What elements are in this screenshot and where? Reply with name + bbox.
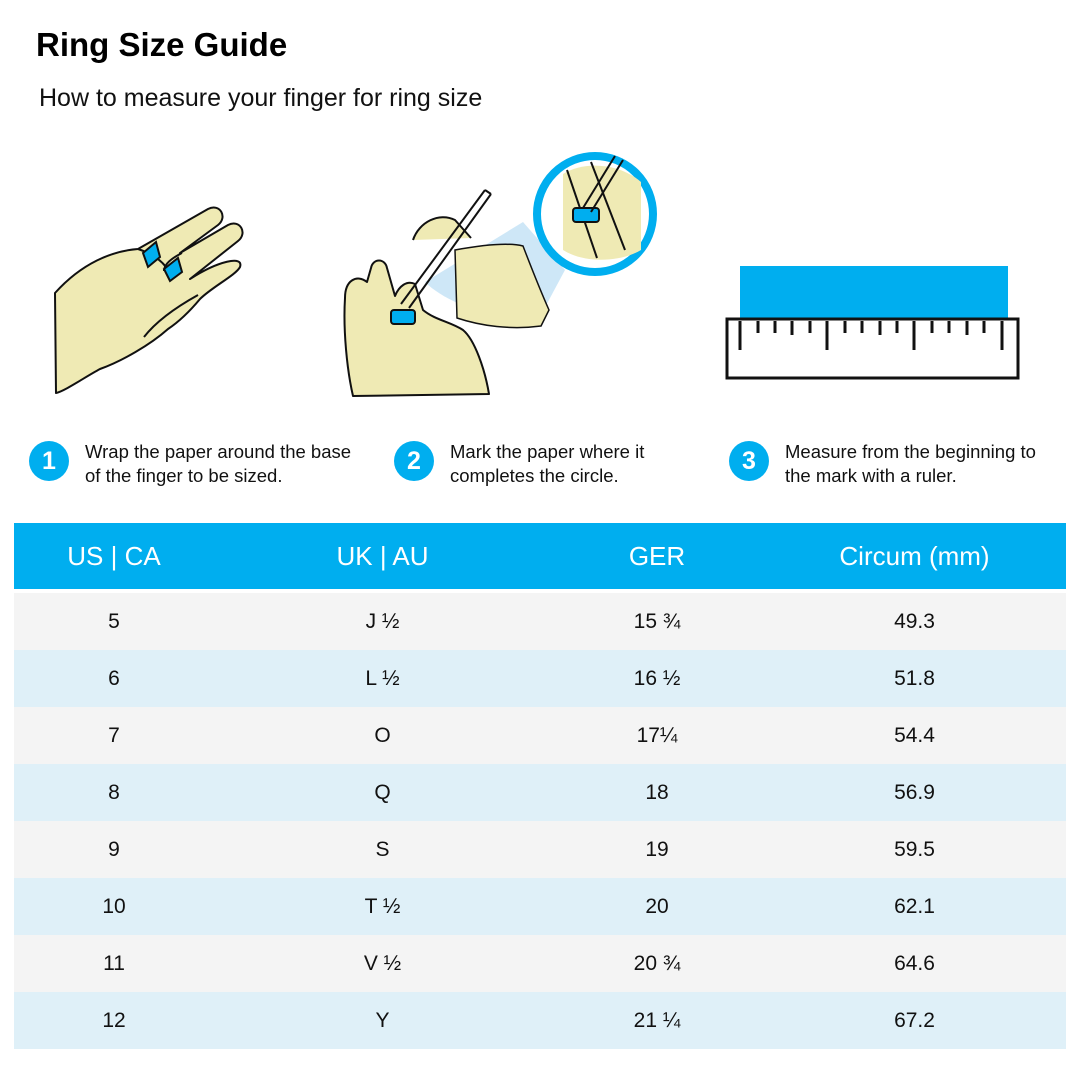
column-header-circumference: Circum (mm) [763, 523, 1066, 591]
ring-size-table: US | CA UK | AU GER Circum (mm) 5 J ½ 15… [14, 523, 1066, 1049]
hand-wrapped-paper-icon [54, 206, 244, 394]
cell-uk-au: V ½ [214, 935, 551, 992]
table-row: 8 Q 18 56.9 [14, 764, 1066, 821]
ruler-icon [725, 266, 1020, 380]
cell-us-ca: 12 [14, 992, 214, 1049]
cell-circumference: 59.5 [763, 821, 1066, 878]
cell-uk-au: L ½ [214, 650, 551, 707]
cell-us-ca: 7 [14, 707, 214, 764]
cell-ger: 20 [551, 878, 763, 935]
cell-circumference: 49.3 [763, 589, 1066, 650]
cell-circumference: 64.6 [763, 935, 1066, 992]
cell-us-ca: 5 [14, 589, 214, 650]
cell-us-ca: 6 [14, 650, 214, 707]
cell-circumference: 54.4 [763, 707, 1066, 764]
step-2-text: Mark the paper where it completes the ci… [450, 441, 645, 486]
cell-us-ca: 10 [14, 878, 214, 935]
cell-us-ca: 11 [14, 935, 214, 992]
cell-ger: 15 ¾ [551, 589, 763, 650]
page-subtitle: How to measure your finger for ring size [39, 84, 483, 112]
cell-circumference: 51.8 [763, 650, 1066, 707]
table-row: 9 S 19 59.5 [14, 821, 1066, 878]
cell-circumference: 56.9 [763, 764, 1066, 821]
table-row: 11 V ½ 20 ¾ 64.6 [14, 935, 1066, 992]
step-number-badge: 1 [29, 441, 69, 481]
cell-ger: 20 ¾ [551, 935, 763, 992]
step-3-text: Measure from the beginning to the mark w… [785, 441, 1036, 486]
cell-ger: 17¼ [551, 707, 763, 764]
column-header-us-ca: US | CA [14, 523, 214, 591]
table-row: 5 J ½ 15 ¾ 49.3 [14, 589, 1066, 650]
table-header-row: US | CA UK | AU GER Circum (mm) [14, 523, 1066, 591]
cell-uk-au: Q [214, 764, 551, 821]
table-row: 6 L ½ 16 ½ 51.8 [14, 650, 1066, 707]
cell-uk-au: J ½ [214, 589, 551, 650]
table-row: 12 Y 21 ¼ 67.2 [14, 992, 1066, 1049]
page-title: Ring Size Guide [36, 26, 288, 63]
column-header-uk-au: UK | AU [214, 523, 551, 591]
hand-marking-pen-icon [343, 152, 657, 397]
column-header-ger: GER [551, 523, 763, 591]
cell-uk-au: O [214, 707, 551, 764]
table-row: 7 O 17¼ 54.4 [14, 707, 1066, 764]
step-2: 2 Mark the paper where it completes the … [394, 440, 720, 488]
step-number-badge: 3 [729, 441, 769, 481]
cell-uk-au: S [214, 821, 551, 878]
step-3: 3 Measure from the beginning to the mark… [729, 440, 1055, 488]
cell-circumference: 62.1 [763, 878, 1066, 935]
step-1-text: Wrap the paper around the base of the fi… [85, 441, 352, 486]
step-number-badge: 2 [394, 441, 434, 481]
cell-uk-au: Y [214, 992, 551, 1049]
step-1: 1 Wrap the paper around the base of the … [29, 440, 355, 488]
cell-ger: 18 [551, 764, 763, 821]
cell-us-ca: 9 [14, 821, 214, 878]
table-row: 10 T ½ 20 62.1 [14, 878, 1066, 935]
cell-ger: 21 ¼ [551, 992, 763, 1049]
cell-ger: 16 ½ [551, 650, 763, 707]
cell-uk-au: T ½ [214, 878, 551, 935]
cell-ger: 19 [551, 821, 763, 878]
cell-circumference: 67.2 [763, 992, 1066, 1049]
cell-us-ca: 8 [14, 764, 214, 821]
